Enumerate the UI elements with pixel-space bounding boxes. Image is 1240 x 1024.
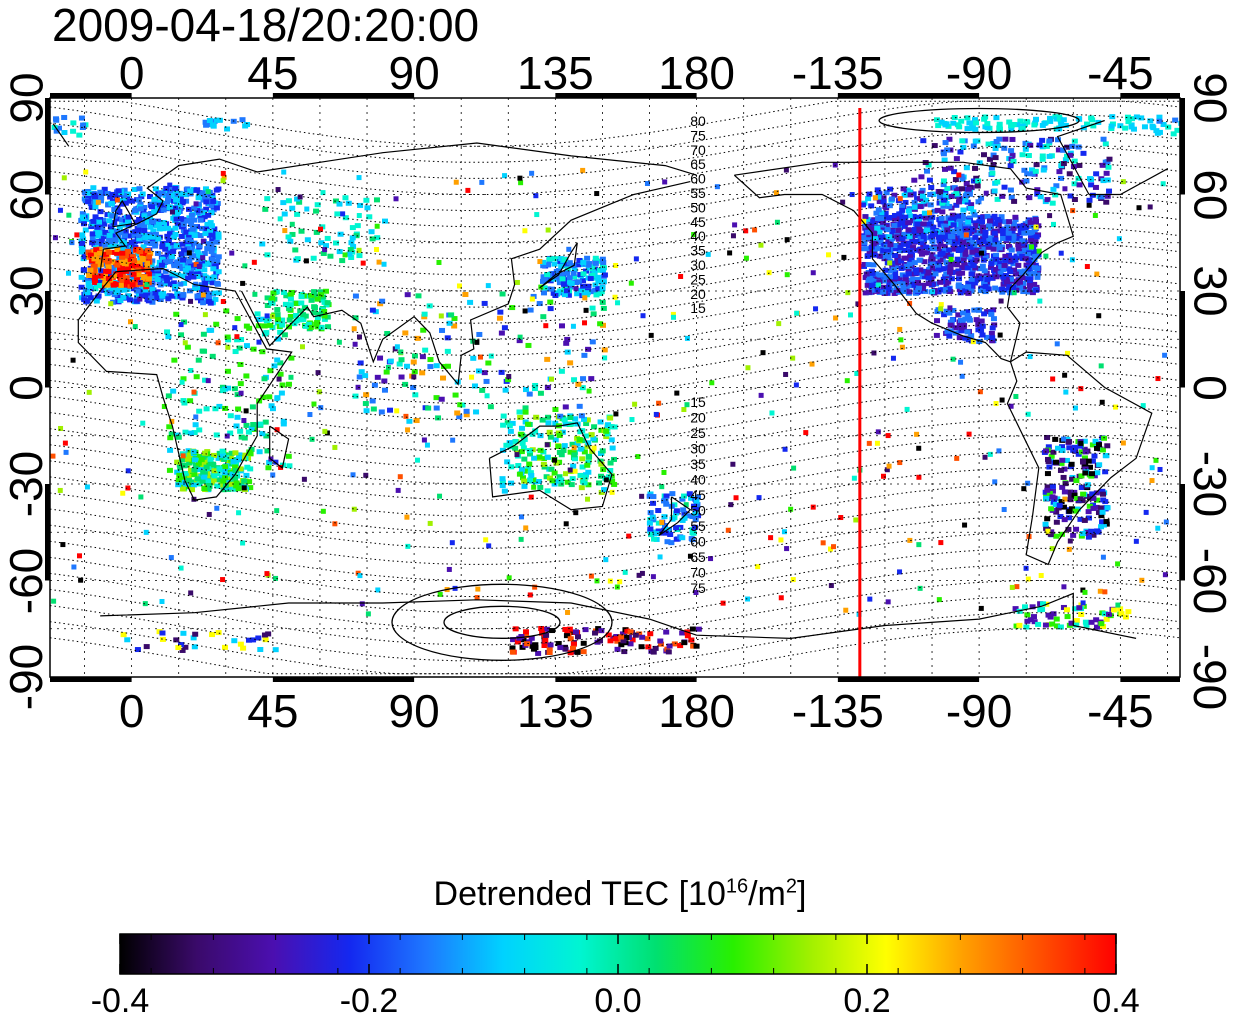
contour-label: 40 [690, 472, 706, 488]
right-axis-tick-label: 60 [1184, 168, 1237, 221]
right-axis-tick-label: -90 [1184, 643, 1237, 711]
right-axis-tick-label: 90 [1184, 72, 1237, 124]
colorbar-tick-label: 0.4 [1092, 982, 1140, 1020]
bottom-axis-tick-label: 135 [516, 685, 594, 737]
bottom-axis-tick-label: 0 [118, 685, 145, 737]
contour-label: 30 [690, 441, 706, 457]
top-axis-tick-label: -45 [1087, 47, 1154, 99]
bottom-axis-tick-label: 45 [247, 685, 299, 737]
top-axis-tick-label: 135 [516, 47, 594, 99]
bottom-axis-tick-label: 90 [388, 685, 440, 737]
colorbar-tick-label: -0.2 [339, 982, 399, 1020]
bottom-axis-tick-label: -135 [791, 685, 884, 737]
left-axis-tick-label: -60 [0, 547, 53, 614]
contour-labels: 8075706560555045403530252015152025303540… [690, 113, 706, 596]
right-axis-tick-label: 30 [1184, 265, 1237, 317]
contour-label: 65 [690, 156, 706, 172]
left-axis-tick-label: -90 [0, 643, 53, 711]
contour-label: 15 [690, 394, 706, 410]
colorbar-title: Detrended TEC [1016/m2] [433, 875, 807, 913]
contour-label: 45 [690, 214, 706, 230]
contour-label: 35 [690, 456, 706, 472]
contour-label: 25 [690, 425, 706, 441]
contour-label: 55 [690, 185, 706, 201]
contour-label: 35 [690, 243, 706, 259]
tec-data-points [50, 114, 1180, 656]
contour-label: 40 [690, 228, 706, 244]
map-frame [45, 93, 1185, 682]
top-axis-tick-label: 0 [118, 47, 145, 99]
right-axis-tick-label: -60 [1184, 547, 1237, 614]
top-axis-tick-label: 45 [247, 47, 299, 99]
coastlines [52, 119, 1168, 640]
right-axis-tick-label: -30 [1184, 450, 1237, 518]
contour-label: 75 [690, 580, 706, 596]
left-axis-tick-label: 0 [0, 374, 52, 401]
top-axis-tick-label: -90 [945, 47, 1013, 99]
map-timestamp: 2009-04-18/20:20:00 [52, 0, 480, 51]
contour-label: 70 [690, 565, 706, 581]
contour-label: 65 [690, 549, 706, 565]
magnetic-latitude-contours [50, 100, 1180, 675]
contour-label: 15 [690, 300, 706, 316]
contour-label: 50 [690, 199, 706, 215]
colorbar-tick-label: 0.0 [594, 982, 642, 1020]
top-axis-tick-label: -135 [791, 47, 884, 99]
contour-label: 30 [690, 257, 706, 273]
left-axis-tick-label: 30 [0, 265, 53, 317]
contour-label: 60 [690, 534, 706, 550]
top-axis-tick-label: 180 [658, 47, 735, 99]
contour-label: 20 [690, 286, 706, 302]
contour-label: 45 [690, 487, 706, 503]
contour-label: 70 [690, 142, 706, 158]
bottom-axis-tick-label: -45 [1087, 685, 1154, 737]
left-axis-tick-label: 90 [0, 72, 53, 124]
contour-label: 75 [690, 127, 706, 143]
contour-label: 50 [690, 503, 706, 519]
colorbar-tick-label: -0.4 [90, 982, 150, 1020]
contour-label: 60 [690, 171, 706, 187]
left-axis-tick-label: 60 [0, 168, 53, 221]
graticule [50, 98, 1180, 677]
contour-label: 55 [690, 518, 706, 534]
contour-label: 25 [690, 271, 706, 287]
bottom-axis-tick-label: -90 [945, 685, 1013, 737]
top-axis-tick-label: 90 [388, 47, 440, 99]
bottom-axis-tick-label: 180 [658, 685, 735, 737]
colorbar-tick-label: 0.2 [843, 982, 891, 1020]
contour-label: 80 [690, 113, 706, 129]
left-axis-tick-label: -30 [0, 450, 53, 518]
colorbar-ticks [119, 934, 1117, 974]
right-axis-tick-label: 0 [1183, 374, 1236, 401]
contour-label: 20 [690, 410, 706, 426]
